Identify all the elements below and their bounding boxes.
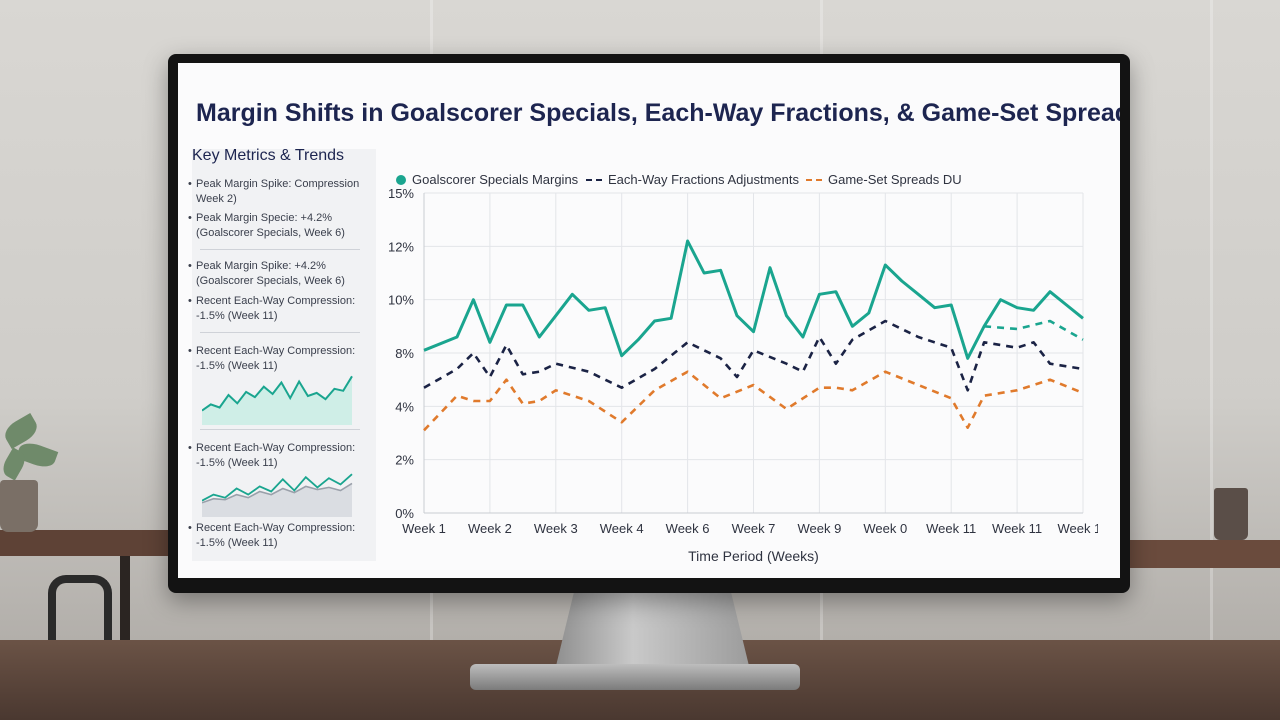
sidebar-item-text: Peak Margin Spike: +4.2% (Goalscorer Spe… (196, 260, 345, 287)
sparkline-b-area (202, 483, 352, 517)
x-tick-label: Week 1 (402, 521, 446, 536)
y-tick-label: 15% (388, 186, 414, 201)
x-tick-label: Week 4 (600, 521, 644, 536)
legend-goalscorer-marker (396, 174, 406, 185)
x-tick-label: Week 2 (468, 521, 512, 536)
sparkline-b-teal-line (202, 473, 353, 502)
wall-seam (1210, 0, 1213, 720)
chart-legend: Goalscorer Specials Margins (396, 171, 578, 189)
x-tick-label: Week 11 (992, 521, 1042, 536)
y-tick-label: 0% (395, 506, 414, 521)
sidebar-item: • Peak Margin Specie: +4.2% (Goalscorer S… (188, 212, 345, 239)
legend-game-set-marker (806, 178, 822, 181)
sidebar-item-text: Peak Margin Specie: +4.2% (Goalscorer Sp… (196, 212, 345, 239)
sidebar-item: • Recent Each-Way Compression: -1.5% (Wee… (188, 522, 356, 549)
sidebar-item: • Recent Each-Way Compression: -1.5% (Wee… (188, 345, 356, 372)
sparkline-a-line (202, 375, 353, 412)
line-chart: 0% 2% 4% 8% 10% 12% 15% Week 1 Week 2 Week 3 Week … (388, 186, 1098, 564)
sidebar-item: • Recent Each-Way Compression: -1.5% (Wee… (188, 295, 356, 322)
legend-game-set-label: Game-Set Spreads DU (828, 172, 962, 188)
series-game-set-line (423, 370, 1084, 432)
series-goalscorer-projection-line (983, 319, 1084, 341)
sparkline-b-gray-line (202, 482, 353, 504)
plant-pot (0, 480, 38, 532)
legend-each-way-label: Each-Way Fractions Adjustments (608, 172, 799, 188)
x-tick-label: Week 12 (1057, 521, 1098, 536)
x-tick-label: Week 7 (732, 521, 776, 536)
y-tick-label: 2% (395, 453, 414, 468)
sidebar-item: • Peak Margin Spike: +4.2% (Goalscorer Sp… (188, 260, 345, 287)
chair (48, 575, 112, 653)
y-tick-label: 4% (395, 399, 414, 414)
x-tick-label: Week 11 (926, 521, 976, 536)
sidebar-divider (200, 332, 360, 333)
x-tick-label: Week 0 (863, 521, 907, 536)
sidebar-item-text: Recent Each-Way Compression: -1.5% (Week… (196, 522, 356, 549)
monitor: Margin Shifts in Goalscorer Specials, Ea… (168, 54, 1130, 593)
series-goalscorer-line (423, 239, 1084, 360)
sidebar-divider (200, 429, 360, 430)
x-tick-label: Week 3 (534, 521, 578, 536)
sidebar-item-text: Recent Each-Way Compression: -1.5% (Week… (196, 345, 356, 372)
x-tick-label: Week 9 (797, 521, 841, 536)
series-each-way-line (423, 319, 1084, 392)
screen: Margin Shifts in Goalscorer Specials, Ea… (178, 63, 1120, 578)
side-table-left (0, 530, 170, 556)
sidebar-heading: Key Metrics & Trends (192, 147, 345, 164)
sidebar-item-text: Recent Each-Way Compression: -1.5% (Week… (196, 295, 356, 322)
monitor-stand-neck (555, 590, 750, 670)
sidebar-divider (200, 249, 360, 250)
sidebar-item: • Peak Margin Spike: Compression Week 2) (188, 178, 360, 205)
x-tick-label: Week 6 (666, 521, 710, 536)
sparkline-a (202, 375, 353, 425)
sidebar-item-text: Peak Margin Spike: Compression Week 2) (196, 178, 360, 205)
monitor-stand-base (470, 664, 800, 690)
side-table-right (1100, 540, 1280, 568)
chart-legend: Game-Set Spreads DU (806, 171, 962, 189)
y-tick-label: 12% (388, 239, 414, 254)
y-tick-label: 10% (388, 293, 414, 308)
chart-legend: Each-Way Fractions Adjustments (586, 171, 799, 189)
side-table-left-leg (120, 556, 130, 646)
legend-goalscorer-label: Goalscorer Specials Margins (412, 172, 579, 188)
sparkline-a-area (202, 376, 352, 425)
sidebar-item: • Recent Each-Way Compression: -1.5% (Wee… (188, 442, 356, 469)
y-tick-label: 8% (395, 346, 414, 361)
sparkline-b (202, 473, 353, 517)
x-axis-title: Time Period (Weeks) (688, 548, 819, 564)
page-title: Margin Shifts in Goalscorer Specials, Ea… (196, 99, 1120, 127)
legend-each-way-marker (586, 178, 602, 181)
sidebar-item-text: Recent Each-Way Compression: -1.5% (Week… (196, 442, 356, 469)
coffee-cup (1214, 488, 1248, 540)
